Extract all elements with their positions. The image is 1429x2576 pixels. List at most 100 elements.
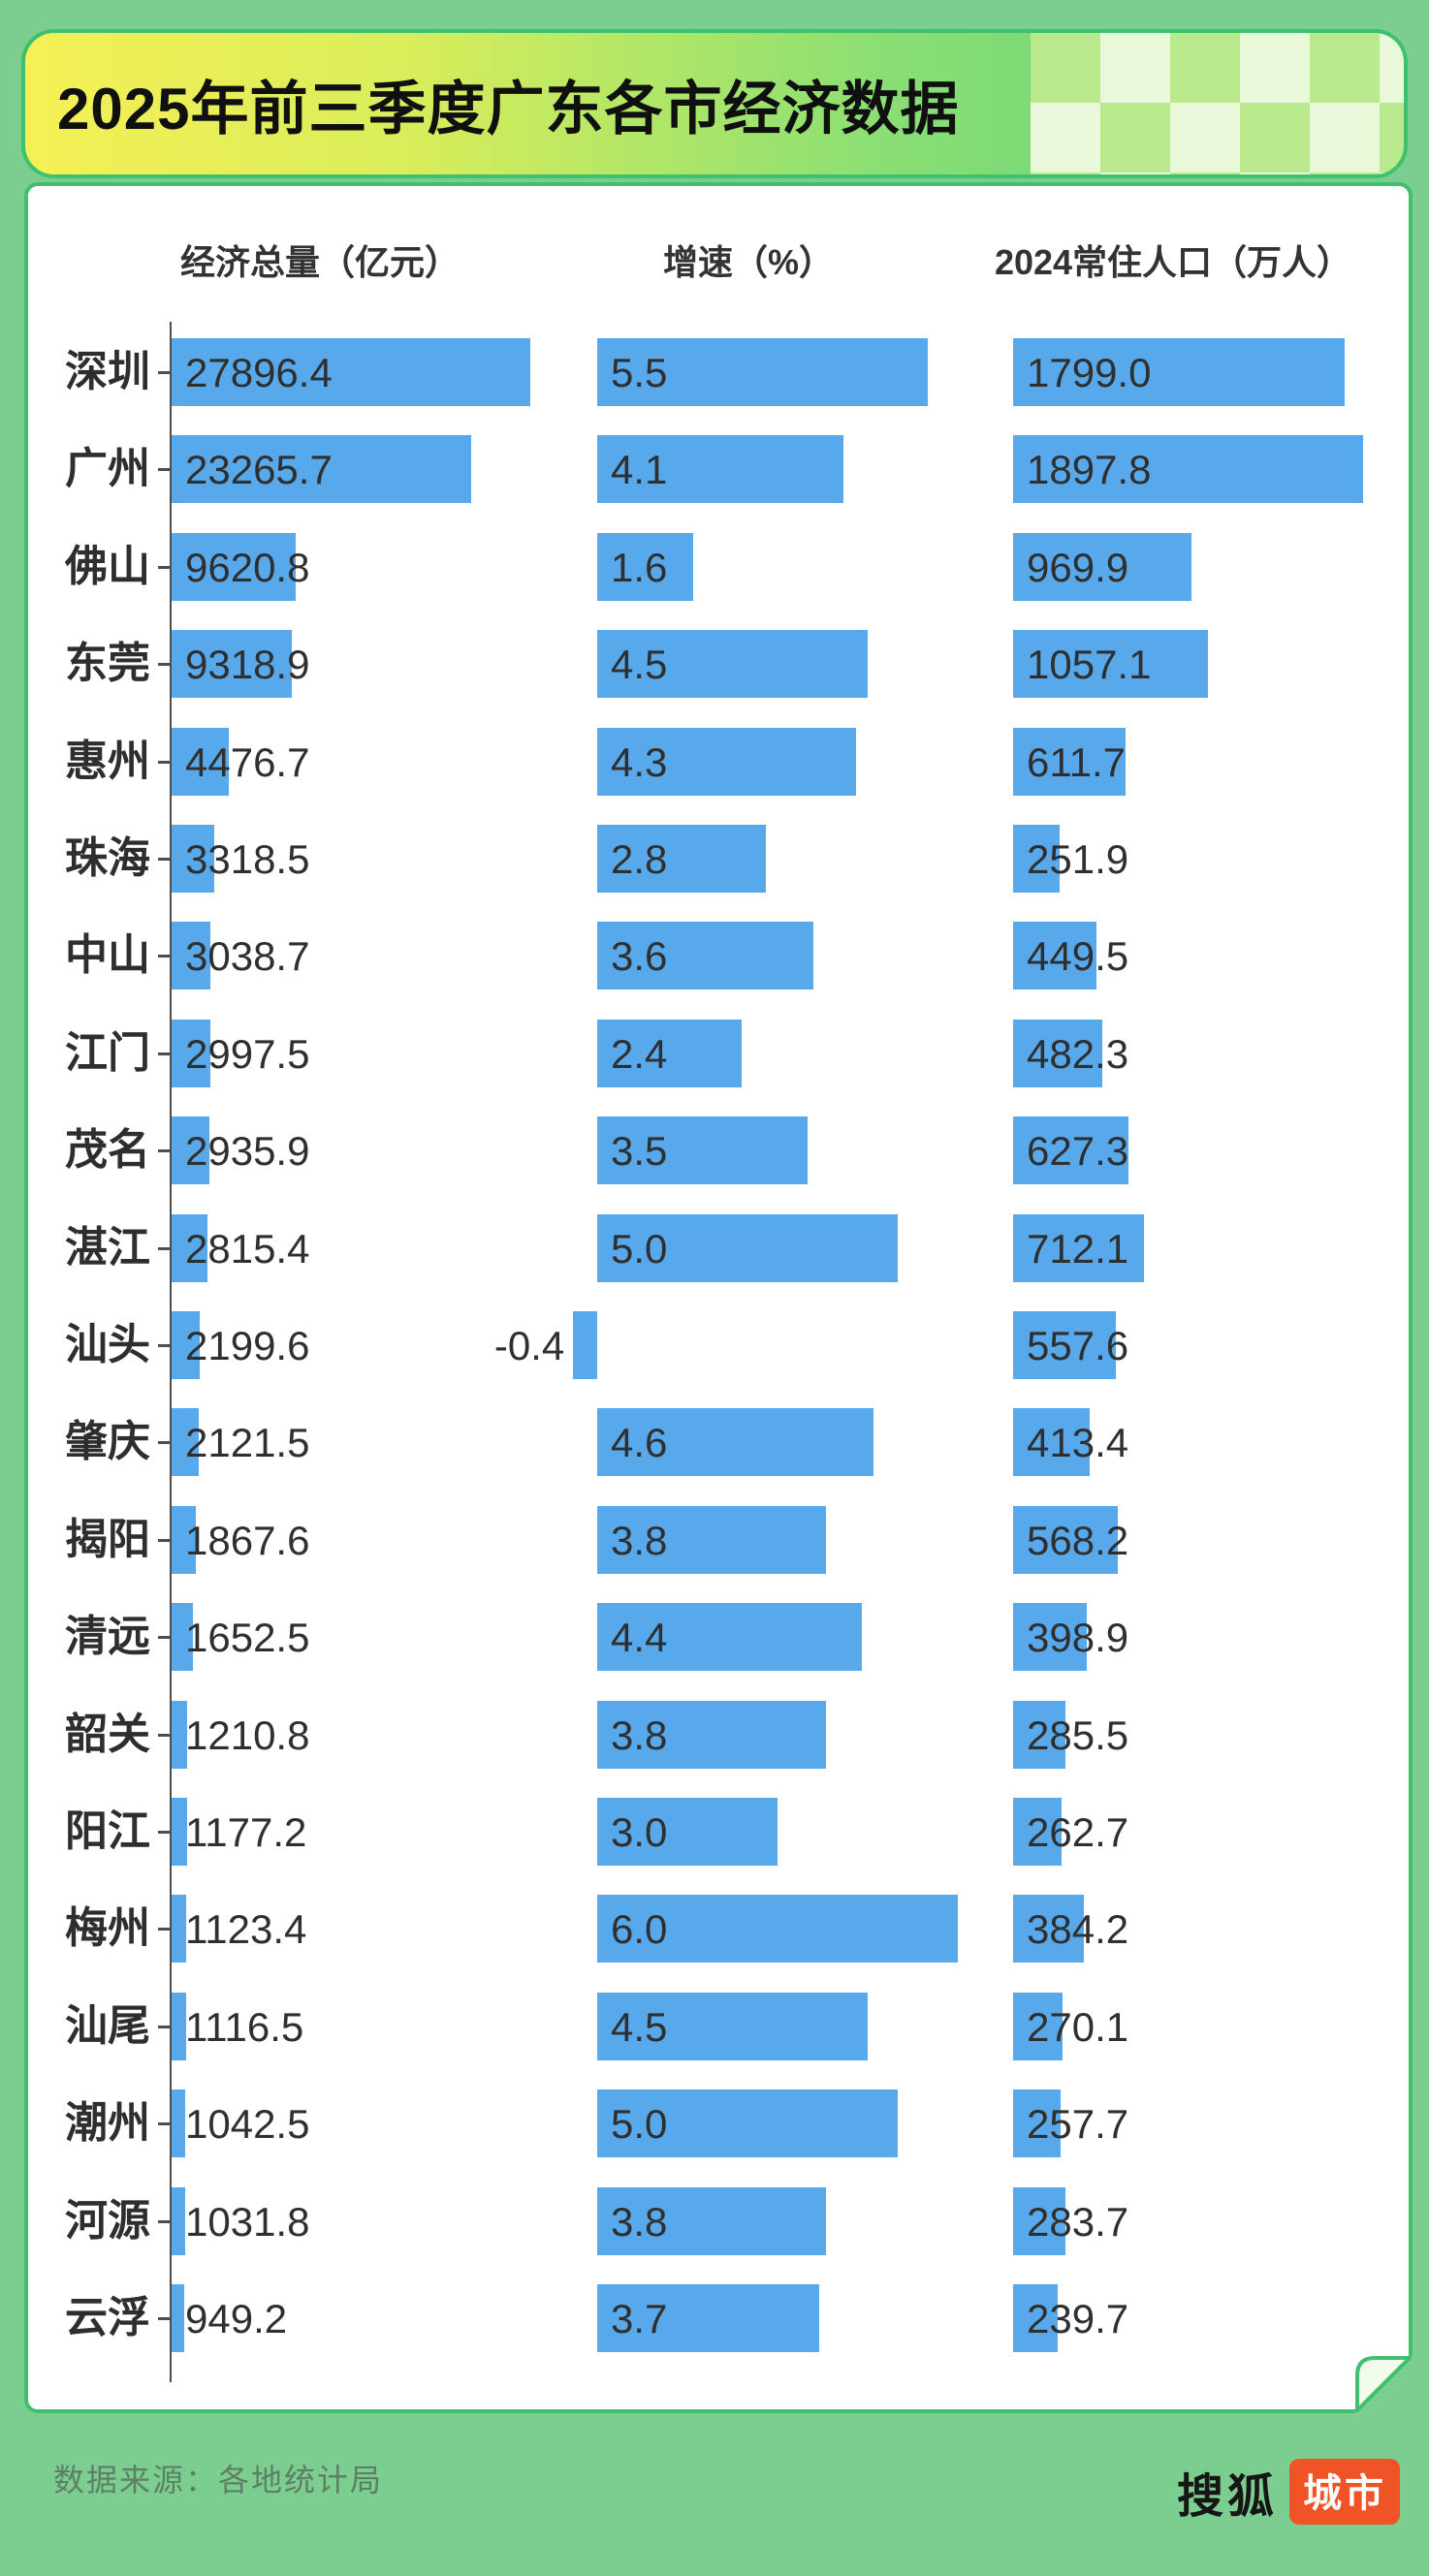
growth-value-label: 3.8 bbox=[611, 1517, 668, 1563]
growth-bar bbox=[597, 1798, 778, 1866]
city-label: 汕头 bbox=[65, 1321, 150, 1368]
gdp-bar bbox=[172, 532, 296, 601]
gdp-cell: 1123.4 bbox=[172, 1880, 595, 1977]
population-cell: 627.3 bbox=[1013, 1102, 1405, 1199]
growth-value-label: 4.5 bbox=[611, 642, 668, 688]
population-value-label: 257.7 bbox=[1027, 2101, 1129, 2148]
chart-row: 中山 3038.7 3.6 449.5 bbox=[28, 907, 1409, 1004]
growth-value-label: 4.5 bbox=[611, 2003, 668, 2050]
growth-cell: 3.8 bbox=[597, 2173, 1013, 2270]
axis-tick bbox=[158, 2025, 170, 2028]
growth-cell: 4.4 bbox=[597, 1588, 1013, 1685]
gdp-bar bbox=[172, 1895, 186, 1963]
gdp-bar bbox=[172, 1700, 188, 1769]
population-cell: 969.9 bbox=[1013, 518, 1405, 615]
column-header-growth: 增速（%） bbox=[662, 242, 835, 282]
growth-value-label: 5.5 bbox=[611, 350, 668, 395]
gdp-value-label: 1116.5 bbox=[185, 2003, 304, 2050]
gdp-value-label: 2935.9 bbox=[185, 1128, 310, 1175]
gdp-bar bbox=[172, 1505, 196, 1574]
growth-value-label: 5.0 bbox=[611, 2101, 668, 2148]
population-bar bbox=[1013, 1603, 1087, 1672]
population-cell: 482.3 bbox=[1013, 1005, 1405, 1102]
gdp-cell: 1210.8 bbox=[172, 1686, 595, 1783]
axis-tick bbox=[158, 371, 170, 374]
axis-tick bbox=[158, 1441, 170, 1445]
gdp-value-label: 27896.4 bbox=[185, 350, 333, 395]
growth-bar bbox=[597, 1603, 862, 1672]
gdp-value-label: 2815.4 bbox=[185, 1225, 310, 1272]
population-cell: 557.6 bbox=[1013, 1297, 1405, 1394]
population-value-label: 413.4 bbox=[1027, 1420, 1129, 1466]
growth-bar bbox=[597, 1895, 958, 1963]
gdp-cell: 1031.8 bbox=[172, 2173, 595, 2270]
city-label: 阳江 bbox=[65, 1807, 150, 1855]
population-bar bbox=[1013, 1311, 1117, 1379]
growth-bar bbox=[597, 2284, 820, 2352]
city-label: 惠州 bbox=[65, 737, 150, 785]
population-bar bbox=[1013, 1213, 1145, 1282]
growth-cell: 3.0 bbox=[597, 1783, 1013, 1880]
population-bar bbox=[1013, 1798, 1062, 1866]
gdp-bar bbox=[172, 825, 214, 893]
population-value-label: 1057.1 bbox=[1027, 642, 1152, 688]
population-cell: 285.5 bbox=[1013, 1686, 1405, 1783]
growth-cell: 4.5 bbox=[597, 615, 1013, 712]
city-label: 江门 bbox=[65, 1028, 150, 1077]
population-value-label: 270.1 bbox=[1027, 2003, 1129, 2050]
gdp-cell: 27896.4 bbox=[172, 324, 595, 421]
growth-value-label: 3.5 bbox=[611, 1128, 668, 1175]
gdp-bar bbox=[172, 2186, 185, 2255]
header-banner: 2025年前三季度广东各市经济数据 bbox=[21, 29, 1408, 178]
gdp-value-label: 1177.2 bbox=[185, 1809, 307, 1855]
population-value-label: 557.6 bbox=[1027, 1323, 1129, 1368]
chart-row: 惠州 4476.7 4.3 611.7 bbox=[28, 713, 1409, 810]
gdp-cell: 23265.7 bbox=[172, 421, 595, 518]
population-bar bbox=[1013, 1116, 1129, 1185]
chart-row: 韶关 1210.8 3.8 285.5 bbox=[28, 1686, 1409, 1783]
growth-value-label: 3.7 bbox=[611, 2296, 668, 2341]
page-title: 2025年前三季度广东各市经济数据 bbox=[57, 76, 960, 141]
growth-bar bbox=[597, 630, 868, 699]
population-cell: 449.5 bbox=[1013, 907, 1405, 1004]
gdp-value-label: 1042.5 bbox=[185, 2101, 310, 2148]
population-cell: 1897.8 bbox=[1013, 421, 1405, 518]
gdp-bar bbox=[172, 2089, 185, 2158]
growth-cell: -0.4 bbox=[494, 1297, 1013, 1394]
population-value-label: 568.2 bbox=[1027, 1517, 1129, 1563]
gdp-cell: 1867.6 bbox=[172, 1492, 595, 1588]
population-bar bbox=[1013, 1700, 1066, 1769]
growth-value-label: 3.8 bbox=[611, 1712, 668, 1758]
gdp-bar bbox=[172, 727, 230, 796]
population-value-label: 262.7 bbox=[1027, 1809, 1129, 1855]
gdp-value-label: 2997.5 bbox=[185, 1030, 310, 1077]
gdp-bar bbox=[172, 630, 292, 699]
growth-bar bbox=[597, 1700, 826, 1769]
axis-tick bbox=[158, 1344, 170, 1347]
growth-bar bbox=[597, 1408, 874, 1477]
growth-cell: 3.6 bbox=[597, 907, 1013, 1004]
growth-cell: 3.7 bbox=[597, 2270, 1013, 2367]
city-label: 湛江 bbox=[65, 1223, 150, 1272]
gdp-value-label: 3038.7 bbox=[185, 933, 310, 980]
chart-row: 汕尾 1116.5 4.5 270.1 bbox=[28, 1978, 1409, 2075]
gdp-value-label: 9318.9 bbox=[185, 642, 310, 688]
gdp-cell: 2935.9 bbox=[172, 1102, 595, 1199]
population-cell: 611.7 bbox=[1013, 713, 1405, 810]
population-value-label: 611.7 bbox=[1027, 738, 1126, 785]
gdp-value-label: 9620.8 bbox=[185, 544, 310, 590]
gdp-cell: 4476.7 bbox=[172, 713, 595, 810]
city-label: 茂名 bbox=[65, 1126, 150, 1175]
city-label: 潮州 bbox=[65, 2099, 150, 2148]
chart-row: 湛江 2815.4 5.0 712.1 bbox=[28, 1200, 1409, 1297]
population-value-label: 283.7 bbox=[1027, 2198, 1129, 2245]
population-cell: 712.1 bbox=[1013, 1200, 1405, 1297]
gdp-value-label: 4476.7 bbox=[185, 738, 310, 785]
growth-value-label: 3.6 bbox=[611, 933, 668, 980]
gdp-value-label: 1652.5 bbox=[185, 1615, 310, 1661]
population-value-label: 285.5 bbox=[1027, 1712, 1129, 1758]
population-value-label: 1897.8 bbox=[1027, 447, 1152, 493]
city-label: 珠海 bbox=[65, 834, 150, 882]
population-cell: 257.7 bbox=[1013, 2075, 1405, 2172]
